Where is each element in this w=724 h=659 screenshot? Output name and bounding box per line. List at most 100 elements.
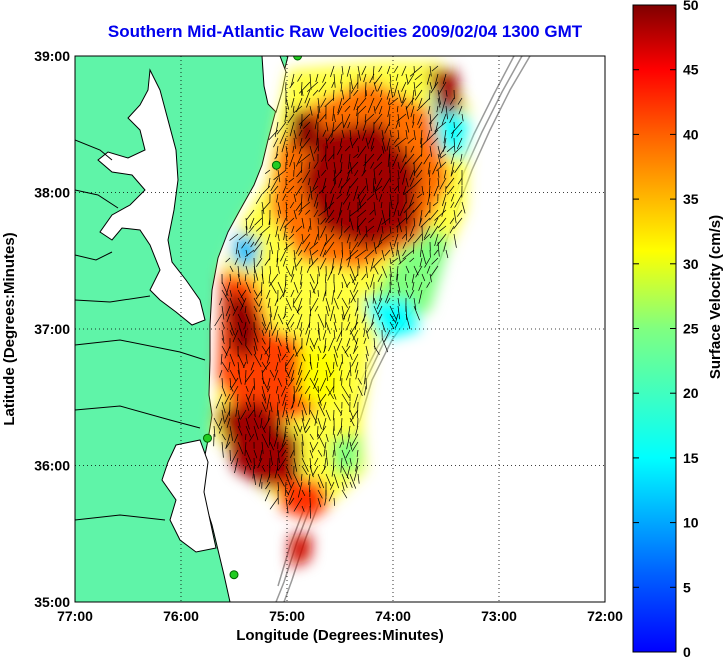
velocity-arrow [381,265,388,278]
velocity-arrow [423,225,431,239]
velocity-arrow [308,473,311,485]
velocity-arrow [296,257,303,267]
velocity-arrow [418,289,423,304]
velocity-arrow [389,73,392,83]
velocity-arrow [261,377,269,391]
velocity-arrow [285,353,295,367]
velocity-arrow [369,73,375,84]
velocity-arrow [357,105,367,115]
velocity-arrow [423,153,431,165]
velocity-arrow [313,377,319,390]
velocity-arrow [456,209,463,217]
velocity-arrow [347,121,351,129]
velocity-arrow [351,441,359,452]
velocity-arrow [221,385,227,397]
velocity-arrow [302,169,311,184]
velocity-arrow [309,273,315,284]
velocity-arrow [314,305,319,312]
velocity-arrow [432,161,439,175]
velocity-arrow [349,273,356,285]
velocity-arrow [225,257,231,263]
velocity-arrow [427,193,431,206]
colorbar-tick-label: 5 [683,579,691,595]
velocity-arrow [221,289,230,302]
colorbar-tick-label: 45 [683,62,699,78]
velocity-arrow [403,185,407,195]
velocity-arrow [461,201,466,214]
velocity-arrow [333,497,336,506]
velocity-arrow [322,73,327,83]
velocity-arrow [341,481,345,491]
velocity-arrow [420,137,431,148]
velocity-arrow [261,385,267,401]
velocity-arrow [345,321,351,331]
velocity-arrow [237,441,244,455]
velocity-arrow [384,121,391,134]
velocity-arrow [276,425,279,437]
velocity-arrow [298,145,303,155]
velocity-arrow [339,137,343,147]
velocity-arrow [393,233,399,247]
velocity-arrow [266,233,271,245]
velocity-arrow [333,473,340,489]
velocity-arrow [245,353,248,364]
velocity-arrow [287,185,295,193]
velocity-arrow [449,105,455,111]
velocity-arrow [237,289,245,303]
delaware-bay [261,56,287,113]
velocity-arrow [366,193,375,201]
velocity-arrow [431,257,439,265]
velocity-arrow [295,241,303,255]
velocity-arrow [339,185,343,194]
velocity-arrow [287,313,295,325]
y-tick-label: 37:00 [34,321,70,337]
velocity-arrow [237,265,240,278]
velocity-arrow [453,217,463,230]
velocity-arrow [393,185,399,192]
velocity-arrow [441,201,447,217]
velocity-arrow [378,169,383,176]
velocity-arrow [289,449,295,458]
velocity-arrow [436,105,439,113]
velocity-arrow [368,217,375,223]
velocity-arrow [261,313,266,327]
velocity-arrow [235,241,239,255]
velocity-arrow [337,265,343,276]
velocity-arrow [419,257,423,267]
velocity-arrow [292,105,295,113]
velocity-arrow [373,185,378,201]
velocity-arrow [333,249,336,258]
velocity-arrow [429,273,432,283]
velocity-arrow [323,401,327,410]
velocity-arrow [312,177,319,190]
velocity-arrow [375,185,383,192]
velocity-arrow [409,257,415,263]
velocity-arrow [348,153,351,170]
velocity-arrow [230,449,239,465]
velocity-arrow [453,209,457,224]
velocity-arrow [429,65,432,77]
velocity-arrow [326,129,335,142]
velocity-arrow [237,353,245,368]
velocity-arrow [410,105,415,118]
velocity-arrow [291,73,295,86]
velocity-arrow [278,441,287,453]
velocity-arrow [226,417,231,428]
velocity-arrow [319,241,327,257]
velocity-arrow [295,345,303,357]
velocity-arrow [397,281,401,293]
velocity-arrow [411,89,415,106]
velocity-arrow [355,369,359,380]
velocity-arrow [320,97,327,108]
velocity-arrow [261,201,265,215]
velocity-arrow [293,209,297,220]
velocity-arrow [229,377,232,388]
velocity-arrow [269,369,275,378]
velocity-arrow [277,393,280,404]
velocity-arrow [305,209,311,215]
velocity-arrow [441,113,447,125]
velocity-arrow [428,113,439,125]
velocity-arrow [346,169,351,182]
velocity-arrow [268,177,271,188]
velocity-arrow [349,353,353,361]
